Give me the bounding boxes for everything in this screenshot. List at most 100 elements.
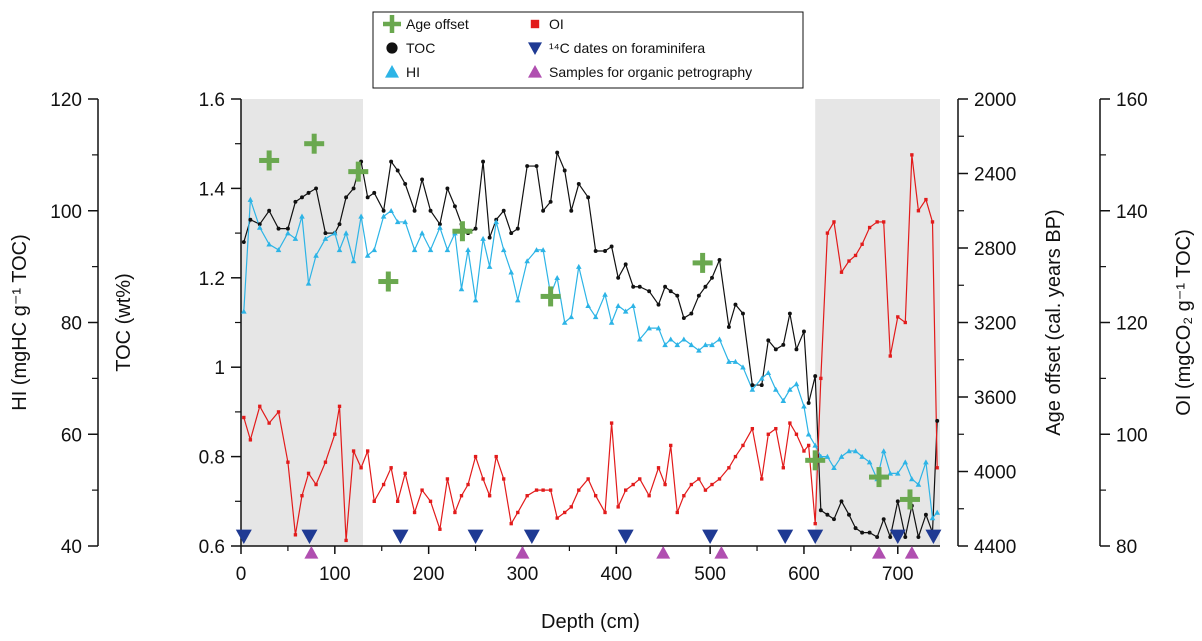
x-tick-label: 500 xyxy=(694,564,726,585)
oi-point xyxy=(577,488,581,492)
toc-point xyxy=(548,199,553,204)
oi-point xyxy=(733,454,738,459)
oi-point xyxy=(638,477,642,481)
age-tick-label: 4400 xyxy=(974,537,1016,558)
oi-point xyxy=(344,538,348,543)
toc-point xyxy=(314,186,319,191)
legend-swatch-hi xyxy=(385,65,399,78)
hi-point xyxy=(292,235,299,241)
toc-point xyxy=(487,235,492,240)
legend-swatch-toc xyxy=(386,42,398,54)
toc-point xyxy=(541,208,546,213)
toc-point xyxy=(555,150,560,155)
hi-point xyxy=(846,448,852,454)
toc-point xyxy=(445,186,450,191)
x-tick-label: 600 xyxy=(788,564,820,585)
hi-point xyxy=(427,247,434,253)
toc-point xyxy=(420,177,425,182)
toc-point xyxy=(825,512,830,517)
oi-point xyxy=(494,454,498,459)
hi-point xyxy=(758,375,765,381)
hi-axis-title: HI (mgHC g⁻¹ TOC) xyxy=(9,234,31,411)
toc-point xyxy=(501,208,506,213)
toc-point xyxy=(616,275,621,280)
oi-point xyxy=(365,449,370,453)
toc-point xyxy=(726,325,731,329)
oi-point xyxy=(860,242,864,246)
toc-point xyxy=(395,168,400,173)
oi-point xyxy=(813,521,817,526)
hi-point xyxy=(887,470,894,476)
toc-point xyxy=(428,208,433,213)
oi-point xyxy=(459,494,464,498)
toc-point xyxy=(389,159,394,164)
hi-point xyxy=(585,302,591,308)
oi-point xyxy=(603,510,607,515)
oi-point xyxy=(924,197,928,202)
hi-point xyxy=(765,369,772,376)
hi-point xyxy=(313,252,319,258)
hi-point xyxy=(247,196,254,202)
hi-point xyxy=(622,308,629,314)
age-offset-point-v xyxy=(385,271,391,292)
oi-point xyxy=(372,499,376,503)
oi-point xyxy=(541,488,545,492)
oi-point xyxy=(389,466,393,470)
oi-point xyxy=(466,482,470,487)
age-offset-point xyxy=(304,133,325,154)
hi-tick-label: 80 xyxy=(61,314,82,335)
hi-point xyxy=(343,230,349,236)
oi-point xyxy=(509,521,513,526)
hi-point xyxy=(402,219,408,225)
oi-point xyxy=(242,415,246,420)
hi-point xyxy=(380,213,387,219)
toc-point xyxy=(750,383,755,388)
oi-point xyxy=(616,505,620,509)
hi-point xyxy=(411,247,418,253)
hi-point xyxy=(472,297,479,303)
hi-point xyxy=(256,224,263,230)
toc-point xyxy=(631,284,636,289)
petrography-sample-marker xyxy=(872,546,887,559)
toc-point xyxy=(766,338,771,343)
c14-date-marker xyxy=(925,529,942,544)
age-offset-point-v xyxy=(907,489,913,510)
hi-point xyxy=(419,230,425,236)
hi-point xyxy=(630,302,636,308)
oi-point xyxy=(750,426,755,431)
hi-point xyxy=(275,247,282,253)
hi-point xyxy=(674,342,681,348)
oi-point xyxy=(802,449,806,453)
x-tick-label: 200 xyxy=(413,564,445,585)
toc-tick-label: 1.4 xyxy=(199,179,226,200)
hi-point xyxy=(575,263,582,269)
hi-point xyxy=(662,342,668,348)
oi-point xyxy=(487,494,492,498)
toc-point xyxy=(703,284,708,289)
oi-tick-label: 120 xyxy=(1116,314,1148,335)
age-offset-point xyxy=(692,252,713,273)
legend-label-age: Age offset xyxy=(406,16,469,32)
petrography-sample-marker xyxy=(304,546,319,559)
toc-point xyxy=(675,293,680,298)
legend-label-petro: Samples for organic petrography xyxy=(549,64,752,80)
c14-date-marker xyxy=(467,529,484,544)
legend-label-c14: ¹⁴C dates on foraminifera xyxy=(549,40,705,56)
toc-point xyxy=(806,401,811,405)
toc-point xyxy=(576,181,581,186)
toc-point xyxy=(781,342,786,347)
toc-point xyxy=(412,208,417,213)
hi-point xyxy=(480,235,486,241)
hi-point xyxy=(266,241,272,247)
oi-point xyxy=(276,410,281,414)
hi-point xyxy=(655,325,662,331)
toc-point xyxy=(895,499,900,504)
hi-point xyxy=(540,247,546,253)
toc-point xyxy=(773,347,778,352)
x-tick-label: 0 xyxy=(236,564,247,585)
age-offset-point-v xyxy=(700,252,706,273)
oi-point xyxy=(333,432,337,436)
toc-point xyxy=(681,316,686,320)
toc-point xyxy=(241,240,246,244)
